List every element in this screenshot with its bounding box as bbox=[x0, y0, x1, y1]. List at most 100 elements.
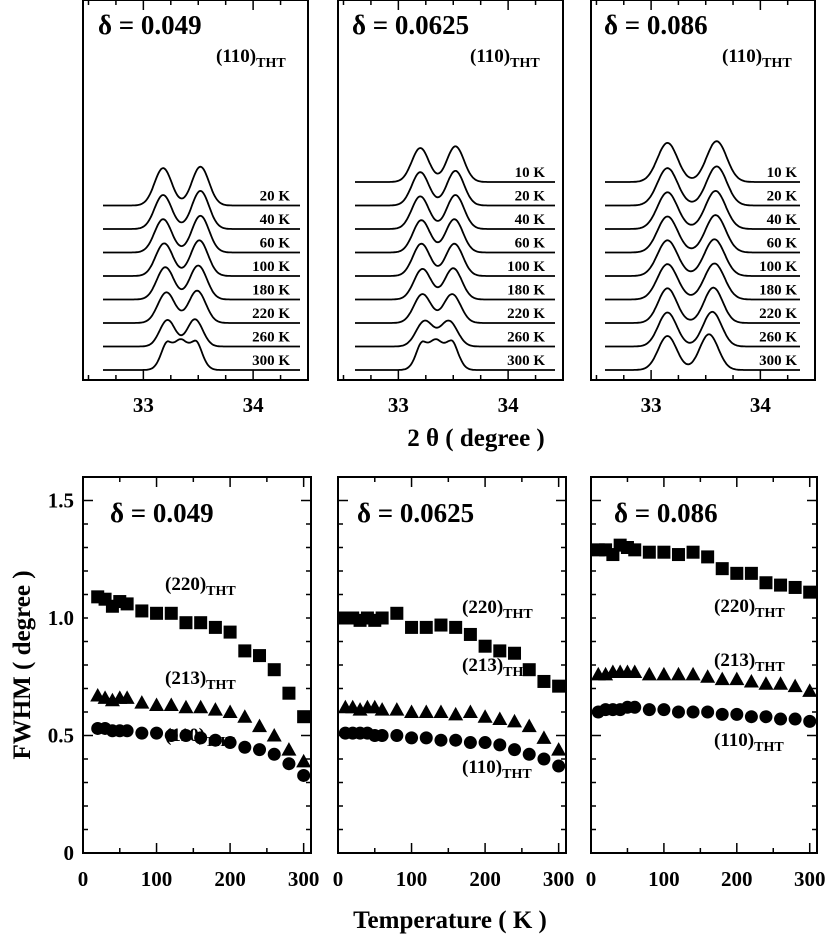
fwhm-marker-square bbox=[223, 625, 237, 639]
profile-trace bbox=[605, 262, 800, 301]
profile-trace bbox=[103, 239, 300, 277]
fwhm-marker-square bbox=[208, 620, 222, 634]
temperature-label: 40 K bbox=[767, 212, 798, 228]
fwhm-x-tick-label: 100 bbox=[396, 867, 428, 891]
fwhm-marker-square bbox=[419, 620, 433, 634]
profile-trace bbox=[605, 165, 800, 207]
temperature-label: 20 K bbox=[260, 189, 291, 205]
fwhm-marker-triangle bbox=[178, 699, 194, 714]
fwhm-series-label-110-2: (110)THT bbox=[462, 757, 532, 782]
fwhm-marker-circle bbox=[223, 736, 237, 750]
fwhm-series-label-220-3: (220)THT bbox=[714, 596, 785, 621]
fwhm-y-tick-label: 1.5 bbox=[48, 489, 74, 513]
profile-trace bbox=[355, 338, 555, 371]
fwhm-x-tick-label: 100 bbox=[141, 867, 173, 891]
fwhm-marker-circle bbox=[537, 752, 551, 766]
fwhm-marker-square bbox=[120, 597, 134, 611]
fwhm-marker-triangle bbox=[656, 666, 672, 681]
fwhm-marker-circle bbox=[253, 743, 267, 757]
fwhm-marker-triangle bbox=[700, 669, 716, 683]
profile-reflection-main-2: (110) bbox=[470, 46, 510, 67]
fwhm-marker-square bbox=[537, 674, 551, 688]
fwhm-marker-triangle bbox=[207, 702, 223, 716]
profile-trace bbox=[355, 267, 555, 301]
profile-reflection-sub-2: THT bbox=[510, 56, 540, 71]
profile-trace bbox=[605, 189, 800, 230]
fwhm-x-axis-label: Temperature ( K ) bbox=[353, 907, 547, 934]
profile-reflection-main-1: (110) bbox=[216, 46, 256, 67]
fwhm-marker-square bbox=[522, 663, 536, 677]
profile-temperature-labels-1: 20 K 40 K 60 K 100 K 180 K 220 K 260 K 300 K bbox=[252, 189, 290, 370]
fwhm-marker-square bbox=[375, 611, 389, 625]
profile-trace bbox=[605, 310, 800, 348]
fwhm-marker-circle bbox=[493, 738, 507, 752]
temperature-label: 10 K bbox=[515, 165, 546, 181]
fwhm-marker-circle bbox=[628, 700, 642, 714]
fwhm-marker-triangle bbox=[222, 704, 238, 718]
fwhm-marker-square bbox=[730, 566, 744, 580]
fwhm-x-tick-label: 200 bbox=[721, 867, 753, 891]
fwhm-marker-square bbox=[701, 550, 715, 564]
fwhm-marker-square bbox=[253, 649, 267, 663]
fwhm-marker-triangle bbox=[729, 671, 745, 686]
fwhm-x-tick-label: 0 bbox=[333, 867, 344, 891]
profile-frame-1 bbox=[82, 0, 309, 381]
fwhm-marker-triangle bbox=[627, 664, 643, 679]
fwhm-x-ticks-1: 0 100 200 300 bbox=[78, 477, 320, 891]
fwhm-marker-circle bbox=[803, 714, 817, 728]
profile-x-tick-label: 33 bbox=[388, 393, 409, 417]
fwhm-marker-circle bbox=[730, 707, 744, 721]
fwhm-marker-triangle bbox=[714, 671, 730, 686]
fwhm-x-tick-label: 0 bbox=[586, 867, 597, 891]
fwhm-marker-triangle bbox=[448, 706, 464, 721]
fwhm-marker-triangle bbox=[149, 697, 165, 711]
fwhm-marker-square bbox=[744, 566, 758, 580]
profile-trace bbox=[605, 333, 800, 371]
profile-x-tick-label: 34 bbox=[243, 393, 265, 417]
fwhm-marker-circle bbox=[297, 768, 311, 782]
profile-panel-3: δ = 0.086 (110)THT 10 K 20 K 40 K 60 K 100 K… bbox=[590, 0, 816, 417]
temperature-label: 20 K bbox=[767, 189, 798, 205]
fwhm-marker-circle bbox=[194, 731, 208, 745]
fwhm-marker-square bbox=[238, 644, 252, 658]
fwhm-marker-square bbox=[194, 616, 208, 630]
fwhm-marker-circle bbox=[405, 731, 419, 745]
fwhm-marker-triangle bbox=[462, 704, 478, 718]
fwhm-marker-triangle bbox=[521, 718, 537, 733]
profile-panel-1: δ = 0.049 (110)THT 20 K 40 K 60 K 100 K 180 … bbox=[82, 0, 309, 417]
fwhm-series-label-213-3: (213)THT bbox=[714, 650, 785, 675]
fwhm-marker-square bbox=[150, 606, 164, 620]
fwhm-marker-circle bbox=[686, 705, 700, 719]
fwhm-x-tick-label: 300 bbox=[288, 867, 320, 891]
temperature-label: 100 K bbox=[507, 259, 545, 275]
profile-trace bbox=[103, 165, 300, 207]
fwhm-marker-circle bbox=[208, 733, 222, 747]
fwhm-marker-square bbox=[282, 686, 296, 700]
profile-frame-3 bbox=[590, 0, 816, 381]
profile-delta-label-1: δ = 0.049 bbox=[98, 10, 202, 40]
profile-panel-2: δ = 0.0625 (110)THT 10 K 20 K 40 K 60 K 100 … bbox=[337, 0, 564, 417]
fwhm-marker-triangle bbox=[193, 699, 209, 714]
fwhm-marker-triangle bbox=[758, 676, 774, 690]
fwhm-markers-2 bbox=[337, 606, 567, 773]
fwhm-marker-circle bbox=[120, 724, 134, 738]
fwhm-marker-circle bbox=[419, 731, 433, 745]
temperature-label: 260 K bbox=[759, 330, 797, 346]
fwhm-x-tick-label: 300 bbox=[794, 867, 826, 891]
fwhm-marker-circle bbox=[508, 743, 522, 757]
fwhm-marker-triangle bbox=[477, 709, 493, 723]
fwhm-marker-circle bbox=[238, 740, 252, 754]
fwhm-marker-triangle bbox=[374, 702, 390, 716]
fwhm-marker-square bbox=[803, 585, 817, 599]
profile-x-axis-label: 2 θ ( degree ) bbox=[407, 425, 545, 452]
profile-trace bbox=[605, 140, 800, 183]
profile-trace bbox=[355, 218, 555, 254]
fwhm-marker-square bbox=[164, 606, 178, 620]
fwhm-marker-square bbox=[686, 545, 700, 559]
fwhm-marker-square bbox=[759, 576, 773, 590]
fwhm-marker-triangle bbox=[266, 728, 282, 742]
fwhm-marker-square bbox=[478, 639, 492, 653]
fwhm-delta-label-2: δ = 0.0625 bbox=[357, 498, 474, 528]
fwhm-marker-circle bbox=[164, 729, 178, 742]
fwhm-marker-square bbox=[179, 616, 193, 630]
